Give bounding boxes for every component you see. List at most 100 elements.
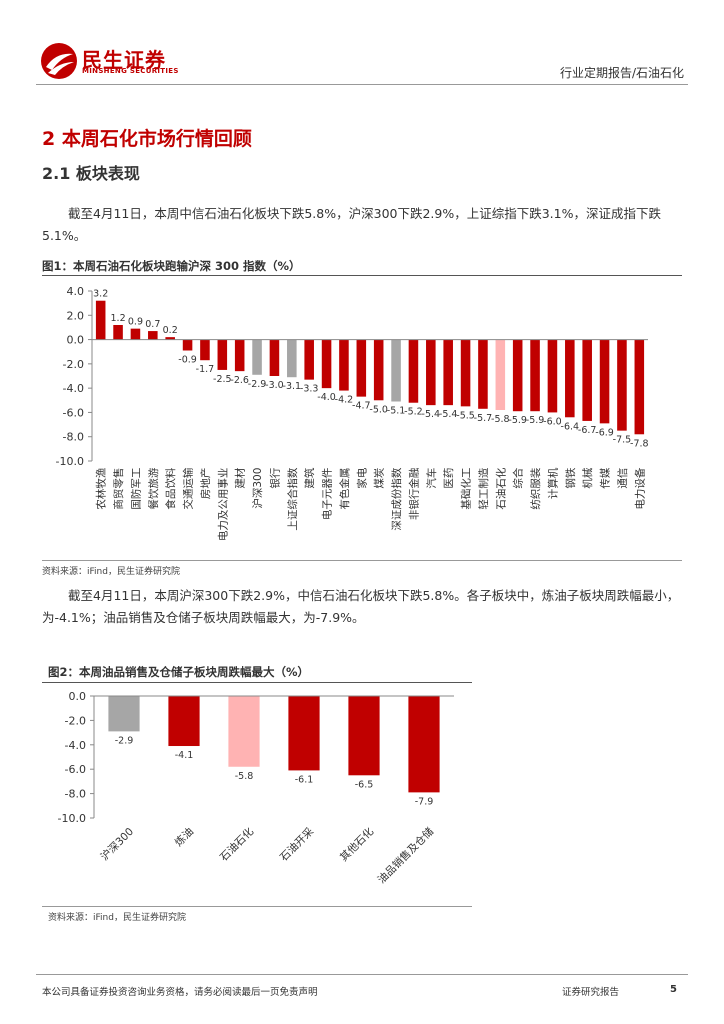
data-label: -6.0 <box>543 416 562 427</box>
category-label: 有色金属 <box>338 468 351 510</box>
category-label: 基础化工 <box>460 468 473 510</box>
chart-sector-weekly-change: 4.0 2.0 0.0 -2.0 -4.0 -6.0 -8.0 -10.0 3.2 农林牧渔 1.2… <box>56 285 649 542</box>
category-label: 商贸零售 <box>112 468 125 510</box>
category-label: 电子元器件 <box>321 468 334 521</box>
bar <box>348 696 380 776</box>
data-label: 0.2 <box>163 325 178 336</box>
data-label: -4.0 <box>317 392 336 403</box>
data-label: -2.6 <box>230 375 249 386</box>
figure1-source: 资料来源：iFind，民生证券研究院 <box>42 567 180 577</box>
bar <box>130 328 141 340</box>
category-label: 餐饮旅游 <box>147 467 160 509</box>
figure2-top-rule <box>42 682 472 683</box>
chart-subsector-weekly-change: 0.0 -2.0 -4.0 -6.0 -8.0 -10.0 -2.9 沪深300 -4.1 炼油 -… <box>58 690 454 887</box>
bar <box>200 339 210 361</box>
category-label: 食品饮料 <box>164 467 177 509</box>
data-label: -5.2 <box>404 407 423 418</box>
data-label: -3.0 <box>265 380 284 391</box>
bar <box>234 339 245 372</box>
data-label: -5.0 <box>369 404 388 415</box>
bar <box>288 696 320 771</box>
data-label: -0.9 <box>178 355 197 366</box>
y-tick-label: -6.0 <box>63 406 84 419</box>
report-type: 行业定期报告/石油石化 <box>559 66 684 80</box>
data-label: -2.9 <box>115 735 134 746</box>
bar <box>634 339 645 435</box>
category-label: 计算机 <box>546 467 559 499</box>
data-label: -5.9 <box>508 415 527 426</box>
bar <box>356 339 367 397</box>
bar <box>530 339 540 412</box>
page-number: 5 <box>670 984 677 995</box>
category-label: 房地产 <box>199 468 212 500</box>
bar <box>321 339 332 389</box>
bar <box>148 331 158 340</box>
data-label: -4.2 <box>335 395 354 406</box>
footer-doc-type: 证券研究报告 <box>562 987 620 998</box>
brand-name-cn: 民生证券 <box>82 48 166 72</box>
bar <box>95 300 106 340</box>
bar <box>599 339 610 424</box>
figure1-title: 图1：本周石油石化板块跑输沪深 300 指数（%） <box>42 259 301 273</box>
bar <box>113 325 123 340</box>
footer-divider <box>36 974 688 975</box>
data-label: 1.2 <box>111 313 126 324</box>
y-tick-label: -8.0 <box>63 431 84 444</box>
data-label: -6.4 <box>561 421 580 432</box>
bar <box>408 696 440 793</box>
data-label: -7.9 <box>415 796 434 807</box>
bar <box>373 339 384 401</box>
bar <box>168 696 200 747</box>
category-label: 沪深300 <box>98 825 136 863</box>
category-label: 沪深300 <box>251 468 264 509</box>
bar <box>582 339 592 421</box>
y-tick-label: -2.0 <box>63 358 84 371</box>
category-label: 传媒 <box>599 467 612 488</box>
category-label: 机械 <box>581 467 594 488</box>
y-tick-label: -8.0 <box>65 788 86 801</box>
figure2-source: 资料来源：iFind，民生证券研究院 <box>48 913 186 923</box>
bar <box>408 339 419 403</box>
y-tick-label: 0.0 <box>69 690 87 703</box>
data-label: -5.8 <box>491 414 510 425</box>
category-label: 石油开采 <box>277 825 316 864</box>
data-label: -2.9 <box>248 379 267 390</box>
bar <box>512 339 523 412</box>
category-label: 石油石化 <box>494 467 507 509</box>
category-label: 非银行金融 <box>407 467 420 520</box>
bar <box>165 337 175 340</box>
data-label: -5.9 <box>526 415 545 426</box>
figure2-title: 图2：本周油品销售及仓储子板块周跌幅最大（%） <box>48 665 310 679</box>
bar <box>252 339 262 375</box>
section-title: 2 本周石化市场行情回顾 <box>42 128 252 150</box>
figure1-top-rule <box>42 275 682 276</box>
y-tick-label: -4.0 <box>65 739 86 752</box>
minsheng-logo-icon <box>41 43 77 79</box>
data-label: 0.9 <box>128 317 143 328</box>
bar <box>391 339 401 402</box>
bar <box>228 696 260 767</box>
bar <box>182 339 193 351</box>
data-label: -5.5 <box>456 410 475 421</box>
data-label: -3.1 <box>283 381 302 392</box>
category-label: 家电 <box>355 467 368 488</box>
figure1-bottom-rule <box>42 560 682 561</box>
bar <box>108 696 140 732</box>
bar <box>617 339 627 431</box>
y-tick-label: -2.0 <box>65 714 86 727</box>
data-label: -1.7 <box>196 364 215 375</box>
bar <box>547 339 558 413</box>
category-label: 电力设备 <box>633 467 646 509</box>
category-label: 建筑 <box>303 467 316 488</box>
category-label: 电力及公用事业 <box>216 468 229 542</box>
y-tick-label: -4.0 <box>63 382 84 395</box>
bar <box>443 339 453 406</box>
category-label: 医药 <box>443 468 455 489</box>
section-subtitle: 2.1 板块表现 <box>42 164 140 183</box>
data-label: -6.7 <box>578 425 597 436</box>
data-label: -5.1 <box>387 406 406 417</box>
footer-disclaimer: 本公司具备证券投资咨询业务资格，请务必阅读最后一页免责声明 <box>42 987 318 998</box>
category-label: 油品销售及仓储 <box>375 825 437 887</box>
category-label: 银行 <box>268 467 281 488</box>
category-label: 国防军工 <box>129 468 142 510</box>
